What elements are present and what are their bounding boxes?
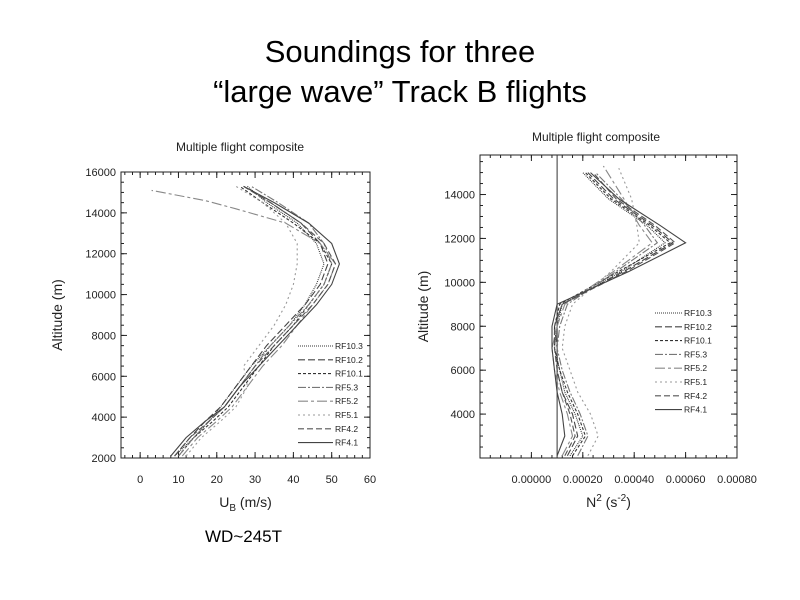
chart-title: Multiple flight composite [532, 130, 660, 144]
slide-title-line2: “large wave” Track B flights [213, 74, 587, 109]
y-tick-label: 4000 [92, 412, 116, 424]
y-tick-label: 10000 [85, 290, 116, 302]
x-tick-label: 0.00000 [512, 474, 552, 486]
legend-label: RF5.1 [335, 410, 358, 420]
x-axis-label-units: (m/s) [236, 494, 272, 510]
series-line-rf10-2 [553, 172, 674, 457]
legend-label: RF5.1 [684, 377, 707, 387]
x-tick-label: 30 [249, 474, 261, 486]
series-line-rf5-1 [185, 185, 298, 457]
legend-label: RF5.3 [335, 382, 358, 392]
y-tick-label: 10000 [444, 277, 475, 289]
y-tick-label: 14000 [444, 190, 475, 202]
series-line-rf10-2 [174, 185, 329, 457]
legend-label: RF5.2 [335, 396, 358, 406]
series-line-rf10-1 [553, 172, 672, 457]
y-tick-label: 2000 [92, 453, 116, 465]
legend-label: RF10.1 [684, 336, 712, 346]
y-axis-label: Altitude (m) [415, 271, 431, 343]
legend-label: RF5.3 [684, 349, 707, 359]
x-tick-label: 20 [211, 474, 223, 486]
y-tick-label: 8000 [92, 330, 116, 342]
x-tick-label: 10 [172, 474, 184, 486]
legend-label: RF10.2 [335, 355, 363, 365]
x-axis-label-main: U [219, 494, 229, 510]
y-tick-label: 8000 [451, 321, 475, 333]
wind-direction-caption: WD~245T [205, 527, 282, 546]
series-line-rf5-2 [151, 189, 337, 457]
x-tick-label: 40 [287, 474, 299, 486]
x-axis-label-sup: 2 [596, 493, 602, 504]
x-axis-label-sub: B [229, 503, 236, 514]
series-line-rf4-2 [174, 185, 337, 457]
x-tick-label: 50 [326, 474, 338, 486]
legend-label: RF10.2 [684, 322, 712, 332]
x-tick-label: 0.00080 [717, 474, 757, 486]
y-tick-label: 12000 [85, 249, 116, 261]
legend-label: RF4.2 [335, 424, 358, 434]
series-line-rf4-1 [551, 172, 687, 456]
legend-label: RF10.1 [335, 369, 363, 379]
x-tick-label: 0.00040 [614, 474, 654, 486]
series-line-rf10-1 [178, 185, 333, 457]
legend-label: RF4.2 [684, 391, 707, 401]
series-line-rf5-3 [556, 172, 659, 457]
x-tick-label: 0 [137, 474, 143, 486]
legend-label: RF10.3 [335, 341, 363, 351]
x-axis-label-units-sup: -2 [617, 493, 626, 504]
x-axis-label: UB (m/s) [219, 494, 272, 514]
chart-title: Multiple flight composite [176, 140, 304, 154]
x-tick-label: 60 [364, 474, 376, 486]
legend-label: RF5.2 [684, 363, 707, 373]
y-tick-label: 16000 [85, 167, 116, 179]
series-line-rf10-3 [553, 172, 666, 457]
legend-label: RF4.1 [684, 405, 707, 415]
y-tick-label: 6000 [92, 371, 116, 383]
series-line-rf5-2 [551, 165, 653, 457]
y-axis-label: Altitude (m) [49, 279, 65, 351]
x-axis-label-units-end: ) [626, 494, 631, 510]
y-tick-label: 6000 [451, 365, 475, 377]
x-tick-label: 0.00060 [666, 474, 706, 486]
y-tick-label: 14000 [85, 208, 116, 220]
slide-title-line1: Soundings for three [264, 34, 536, 69]
legend-label: RF10.3 [684, 308, 712, 318]
series-line-rf5-1 [561, 167, 640, 457]
legend-label: RF4.1 [335, 438, 358, 448]
x-axis-label-units: (s [602, 494, 618, 510]
plot-frame [479, 154, 738, 459]
y-tick-label: 4000 [451, 409, 475, 421]
slide-title: Soundings for three “large wave” Track B… [0, 32, 800, 112]
x-axis-label-main: N [586, 494, 596, 510]
x-tick-label: 0.00020 [563, 474, 603, 486]
x-axis-label: N2 (s-2) [586, 493, 631, 510]
series-line-rf4-1 [170, 185, 340, 457]
y-tick-label: 12000 [444, 233, 475, 245]
